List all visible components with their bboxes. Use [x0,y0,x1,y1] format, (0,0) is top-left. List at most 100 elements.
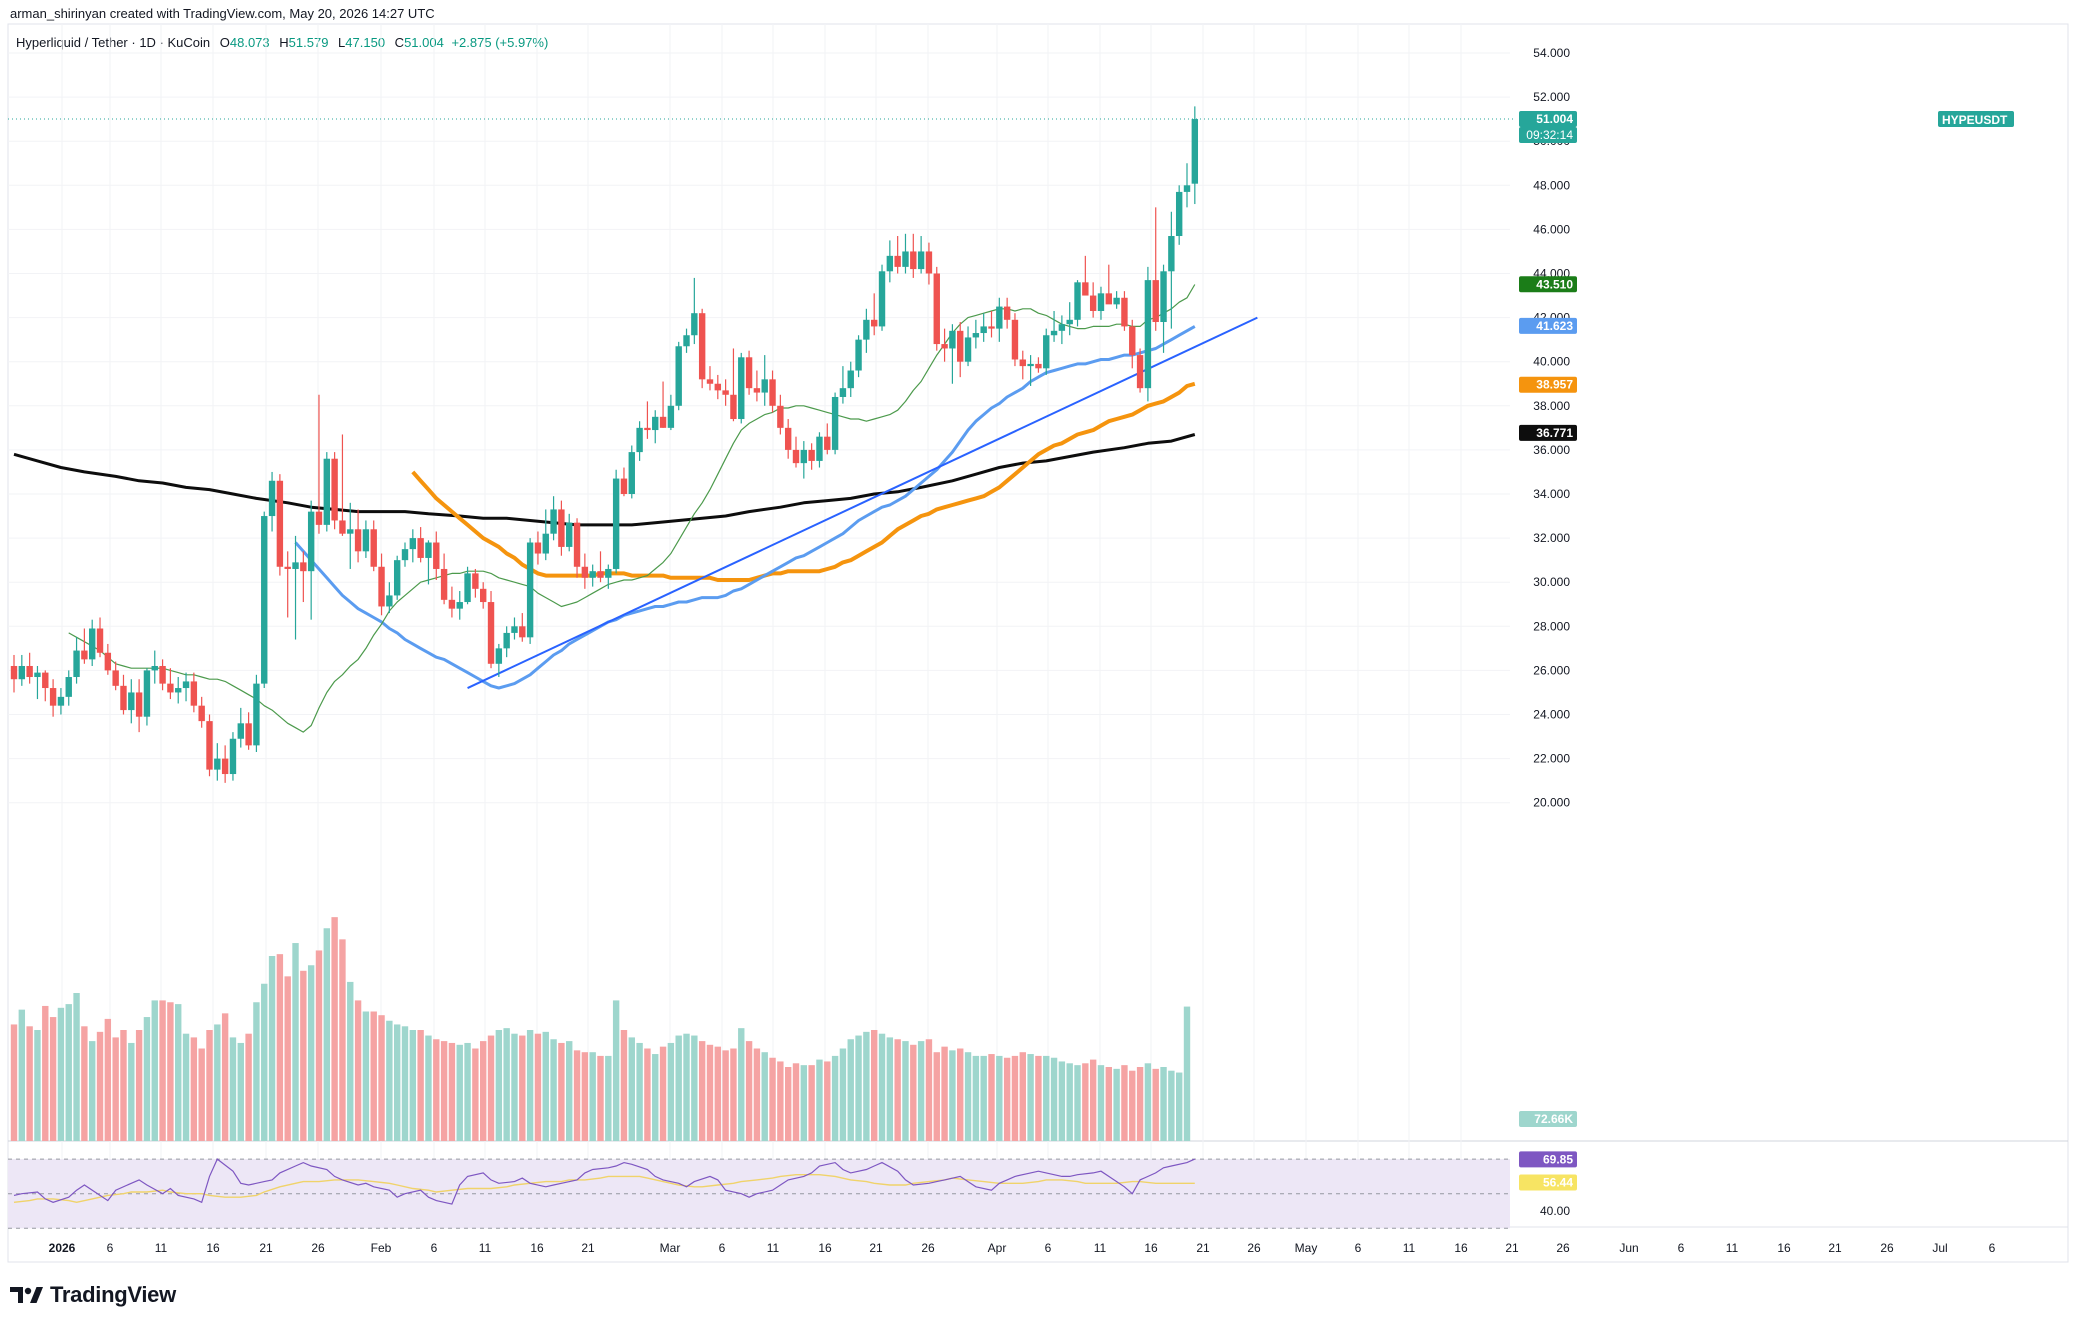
volume-bar [480,1041,487,1141]
volume-bar [605,1055,612,1141]
candle-body [237,723,244,739]
volume-bar [683,1033,690,1141]
volume-bar [917,1041,925,1141]
volume-bar [1183,1006,1191,1141]
price-tick-label: 26.000 [1533,663,1570,677]
candle-body [941,344,948,349]
rsi-ma-badge: 56.44 [1519,1174,1577,1191]
volume-bar [1058,1061,1066,1141]
candle-body [65,677,72,697]
price-tick-label: 30.000 [1533,575,1570,589]
volume-bar [636,1042,643,1141]
volume-bar [1011,1055,1019,1141]
rsi-ma-badge-text: 56.44 [1543,1176,1573,1190]
volume-bar [542,1031,549,1141]
candle-body [229,738,237,775]
volume-bar [761,1052,768,1141]
price-tick-label: 54.000 [1533,46,1570,60]
candle-body [135,692,143,717]
volume-bar [292,943,299,1141]
candle-body [628,452,635,494]
time-tick-label: 11 [1403,1241,1416,1255]
candle-body [910,251,917,270]
candle-body [1003,306,1011,320]
price-tick-label: 52.000 [1533,90,1570,104]
volume-bar [300,970,307,1141]
candle-body [871,319,878,327]
low-value: 47.150 [345,35,386,50]
time-tick-label: 26 [1247,1241,1261,1255]
candle-body [104,652,112,671]
ema20-badge-bg [1519,276,1577,293]
price-tick-label: 20.000 [1533,796,1570,810]
time-tick-label: 21 [581,1241,595,1255]
price-tick-label: 32.000 [1533,531,1570,545]
candle-body [198,705,205,722]
candle-body [683,335,690,347]
volume-bar [1160,1067,1167,1141]
volume-bar [534,1033,542,1141]
volume-bar [167,1002,174,1141]
change-value: +2.875 (+5.97%) [451,35,549,50]
candle-body [89,628,96,660]
volume-bar [135,1030,143,1141]
volume-bar [128,1042,135,1141]
candle-body [1160,271,1167,323]
volume-bar [409,1030,417,1141]
candle-body [792,449,800,464]
candle-body [323,458,330,525]
volume-bar [667,1042,675,1141]
candle-body [1168,236,1175,272]
tradingview-footer[interactable]: TradingView [10,1282,176,1308]
candle-body [1136,355,1144,389]
ema200-badge-bg [1519,424,1577,441]
time-tick-label: 11 [1726,1241,1739,1255]
volume-bar [49,1017,57,1141]
symbol-title[interactable]: Hyperliquid / Tether · 1D · KuCoin [16,35,211,50]
tradingview-brand: TradingView [50,1282,176,1307]
candle-body [1058,324,1066,331]
volume-bar [722,1050,729,1141]
candle-body [1113,297,1120,305]
volume-bar [151,1000,158,1141]
volume-bar [362,1011,370,1141]
volume-bar [792,1063,800,1141]
candle-body [722,390,729,395]
candle-body [112,670,119,686]
time-tick-label: Mar [660,1241,681,1255]
candle-body [949,330,956,349]
volume-bar [245,1033,252,1141]
volume-bar [1097,1065,1105,1141]
candle-body [96,628,104,653]
volume-bar [175,1004,182,1141]
volume-badge-bg [1519,1111,1577,1127]
volume-bar [1144,1063,1152,1141]
candle-body [292,562,299,569]
candle-body [863,319,870,340]
volume-bar [448,1042,456,1141]
candle-body [120,685,127,711]
volume-bar [597,1055,604,1141]
candle-body [1121,297,1128,327]
volume-bar [1175,1072,1183,1141]
volume-bar [120,1030,127,1141]
candle-body [691,313,698,336]
ema100-badge-text: 38.957 [1536,378,1573,392]
time-tick-label: 21 [259,1241,273,1255]
volume-bar [1136,1067,1144,1141]
time-tick-label: May [1295,1241,1318,1255]
volume-bar [34,1030,41,1141]
volume-bar [347,981,354,1141]
volume-bar [581,1052,589,1141]
ema20-badge: 43.510 [1519,276,1577,293]
candle-body [589,571,596,578]
time-tick-label: 26 [921,1241,935,1255]
time-tick-label: 6 [431,1241,438,1255]
candle-body [393,560,401,596]
trendline-layer[interactable] [467,316,1258,689]
candle-body [1019,359,1026,367]
candle-body [675,346,682,406]
candle-body [401,549,409,561]
candle-body [581,566,589,578]
